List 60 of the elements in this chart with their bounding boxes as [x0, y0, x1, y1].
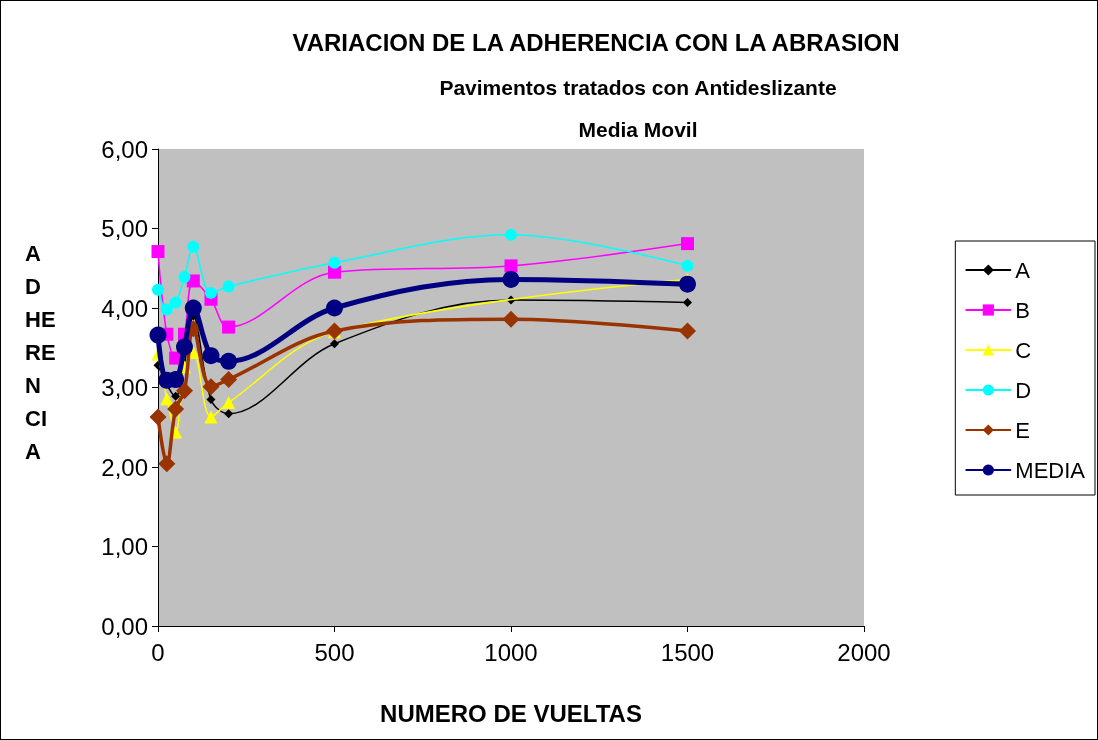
point: [222, 396, 236, 410]
point: [679, 275, 696, 293]
point: [330, 339, 339, 349]
point: [151, 245, 165, 259]
point: [326, 299, 343, 317]
y-tick-label: 5,00: [101, 215, 148, 242]
legend-label: MEDIA: [1015, 457, 1086, 483]
y-tick-label: 1,00: [101, 533, 148, 560]
point: [328, 256, 341, 269]
point: [202, 347, 220, 365]
x-tick-label: 1000: [484, 638, 538, 666]
point: [502, 270, 520, 288]
x-tick-label: 2000: [837, 638, 891, 666]
x-tick-label: 1500: [660, 638, 715, 666]
point: [158, 455, 176, 473]
point: [178, 271, 191, 283]
y-tick-label: 6,00: [101, 135, 148, 163]
point: [220, 371, 238, 389]
point: [175, 338, 193, 356]
legend-label: C: [1015, 337, 1032, 363]
chart-title: VARIACION DE LA ADHERENCIA CON LA ABRASION: [292, 28, 900, 56]
legend-label: D: [1015, 377, 1032, 403]
legend-label: E: [1015, 417, 1031, 443]
point: [169, 296, 182, 309]
point: [222, 320, 236, 334]
y-tick-label: 0,00: [101, 612, 148, 640]
point: [502, 310, 520, 328]
y-tick-label: 2,00: [101, 453, 148, 481]
point: [160, 392, 174, 406]
x-tick-label: 500: [314, 638, 355, 666]
x-tick-label: 0: [151, 638, 165, 666]
point: [171, 391, 181, 401]
point: [152, 283, 164, 296]
x-axis-title: NUMERO DE VUELTAS: [380, 699, 642, 727]
point: [149, 326, 167, 344]
point: [187, 240, 200, 253]
point: [224, 409, 234, 419]
legend-label: A: [1015, 257, 1031, 283]
point: [222, 280, 235, 293]
point: [184, 299, 202, 317]
point: [505, 228, 517, 241]
point: [204, 286, 217, 299]
legend-label: B: [1015, 297, 1031, 323]
point: [679, 322, 696, 340]
point: [160, 303, 173, 316]
point: [175, 382, 193, 400]
point: [683, 297, 692, 307]
y-tick-label: 4,00: [101, 294, 148, 322]
point: [504, 259, 518, 273]
point: [681, 259, 694, 272]
y-axis-title: A D HE RE N CI A: [25, 241, 56, 464]
point: [681, 237, 694, 251]
point: [220, 352, 238, 370]
chart-subtitle: Pavimentos tratados con Antideslizante Media Movil: [439, 75, 837, 141]
point: [167, 400, 185, 418]
point: [204, 410, 218, 424]
point: [202, 378, 220, 396]
point: [206, 394, 216, 404]
point: [149, 408, 167, 426]
y-tick-label: 3,00: [101, 374, 148, 401]
